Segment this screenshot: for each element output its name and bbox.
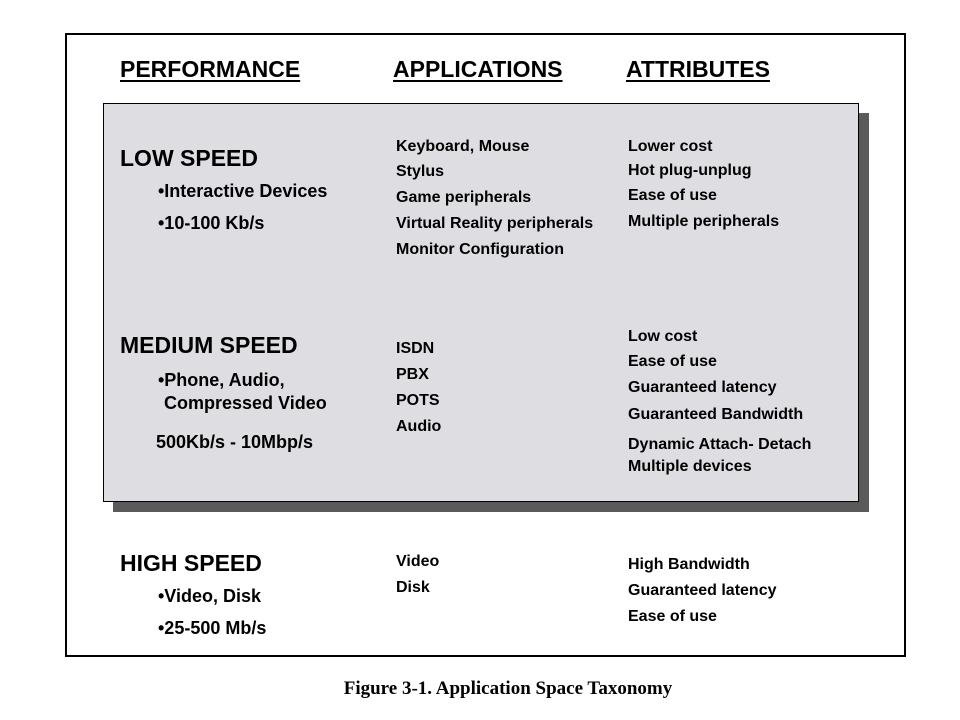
header-applications: APPLICATIONS <box>393 56 563 82</box>
highlight-panel <box>103 103 859 502</box>
medium-speed-bullet: •Phone, Audio, <box>158 370 285 390</box>
low-app-item: Game peripherals <box>396 189 532 206</box>
medium-attr-item: Guaranteed latency <box>628 379 777 396</box>
high-attr-item: Ease of use <box>628 608 717 625</box>
medium-app-item: PBX <box>396 366 429 383</box>
low-app-item: Keyboard, Mouse <box>396 138 530 155</box>
high-app-item: Disk <box>396 579 430 596</box>
low-attr-item: Ease of use <box>628 187 717 204</box>
medium-speed-rate: 500Kb/s - 10Mbp/s <box>156 432 314 452</box>
medium-attr-item: Low cost <box>628 328 698 345</box>
low-app-item: Virtual Reality peripherals <box>396 215 594 232</box>
low-attr-item: Multiple peripherals <box>628 213 780 230</box>
low-app-item: Stylus <box>396 163 445 180</box>
medium-attr-item: Multiple devices <box>628 458 752 475</box>
low-speed-bullet: •Interactive Devices <box>158 181 328 201</box>
high-speed-bullet: •Video, Disk <box>158 586 262 606</box>
low-attr-item: Lower cost <box>628 138 713 155</box>
high-attr-item: High Bandwidth <box>628 556 750 573</box>
medium-speed-bullet: Compressed Video <box>164 393 327 413</box>
low-attr-item: Hot plug-unplug <box>628 162 752 179</box>
medium-attr-item: Dynamic Attach- Detach <box>628 436 812 453</box>
medium-speed-title: MEDIUM SPEED <box>120 332 298 358</box>
low-speed-bullet: •10-100 Kb/s <box>158 213 265 233</box>
low-speed-title: LOW SPEED <box>120 145 259 171</box>
high-app-item: Video <box>396 553 440 570</box>
medium-app-item: ISDN <box>396 340 435 357</box>
medium-app-item: POTS <box>396 392 440 409</box>
medium-attr-item: Guaranteed Bandwidth <box>628 406 804 423</box>
header-attributes: ATTRIBUTES <box>626 56 770 82</box>
low-app-item: Monitor Configuration <box>396 241 564 258</box>
medium-app-item: Audio <box>396 418 442 435</box>
figure-caption: Figure 3-1. Application Space Taxonomy <box>343 678 673 699</box>
high-attr-item: Guaranteed latency <box>628 582 777 599</box>
header-performance: PERFORMANCE <box>120 56 301 82</box>
medium-attr-item: Ease of use <box>628 353 717 370</box>
high-speed-title: HIGH SPEED <box>120 550 262 576</box>
figure-frame <box>65 33 906 657</box>
high-speed-bullet: •25-500 Mb/s <box>158 618 267 638</box>
